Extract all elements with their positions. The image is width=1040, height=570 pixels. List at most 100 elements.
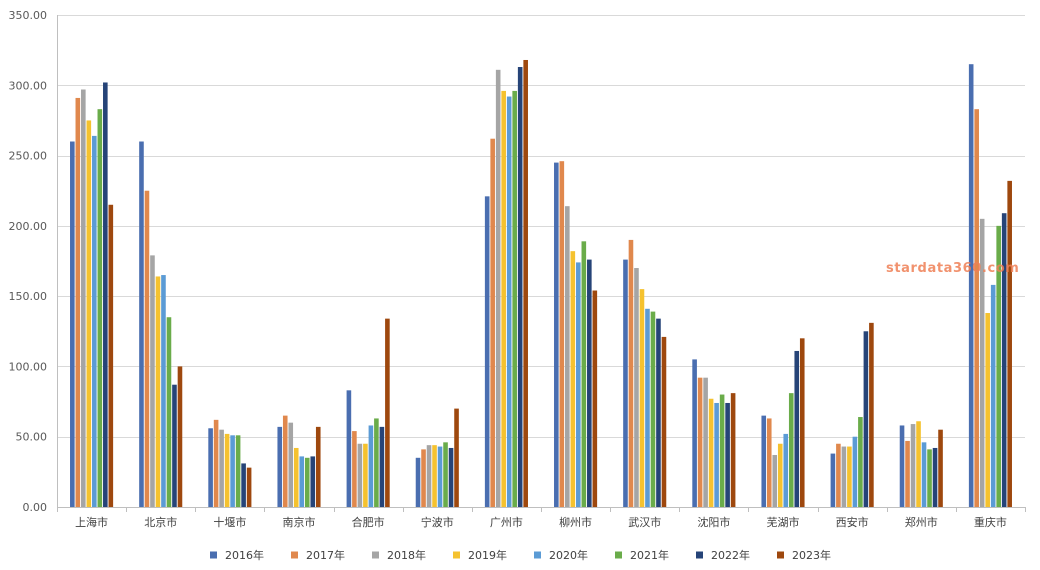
x-tick-label: 武汉市 (628, 515, 661, 529)
bar-series7-cat2 (172, 384, 177, 507)
bar-series5-cat12 (852, 436, 858, 507)
bar-series8-cat8 (592, 290, 598, 507)
bar-series4-cat7 (501, 90, 506, 507)
bar-series1-cat8 (554, 162, 559, 507)
bar-series4-cat4 (293, 447, 299, 507)
bar-series7-cat10 (725, 402, 730, 507)
bar-series6-cat4 (304, 457, 310, 507)
bar-series8-cat10 (730, 393, 736, 507)
bar-series2-cat10 (697, 377, 703, 507)
bar-series3-cat10 (703, 377, 708, 507)
legend-swatch (453, 551, 460, 559)
x-tick-label: 上海市 (75, 515, 108, 529)
legend-label: 2020年 (549, 548, 588, 562)
bar-series5-cat7 (506, 96, 512, 507)
bar-series4-cat9 (639, 289, 645, 507)
bar-series1-cat6 (415, 457, 421, 507)
legend-swatch (777, 551, 784, 559)
bar-series1-cat7 (484, 196, 490, 507)
bar-series6-cat8 (581, 241, 587, 507)
x-tick-label: 西安市 (836, 515, 869, 529)
bar-series8-cat14 (1007, 180, 1012, 508)
bar-series3-cat13 (910, 424, 916, 507)
legend-label: 2022年 (711, 548, 750, 562)
bar-series2-cat2 (144, 190, 150, 507)
x-tick-label: 郑州市 (905, 515, 938, 529)
bar-series4-cat13 (916, 421, 921, 507)
x-axis: 上海市 北京市 十堰市 南京市 合肥市 宁波市 广州市 柳州市 武汉市 沈阳市 芜湖市 西安市 郑州市 重… (57, 507, 1026, 529)
y-tick-label: 0.00 (23, 501, 48, 514)
legend-swatch (615, 551, 622, 559)
legend: 2016年 2017年 2018年 2019年 2020年 2021年 2022年 2023年 (210, 548, 831, 562)
bar-series8-cat6 (454, 408, 459, 507)
bar-series6-cat1 (97, 109, 103, 507)
bar-series2-cat12 (836, 443, 841, 507)
legend-item: 2020年 (534, 548, 588, 562)
bar-series7-cat13 (932, 447, 938, 507)
bar-series8-cat12 (869, 322, 874, 507)
legend-item: 2018年 (372, 548, 426, 562)
bar-series6-cat2 (166, 317, 172, 507)
legend-label: 2017年 (306, 548, 345, 562)
bar-series6-cat3 (235, 435, 241, 507)
gridlines (57, 15, 1025, 438)
x-tick-label: 宁波市 (421, 515, 454, 529)
x-tick-label: 重庆市 (974, 515, 1007, 529)
bar-series4-cat8 (570, 251, 576, 507)
y-tick-label: 300.00 (9, 79, 48, 92)
legend-label: 2021年 (630, 548, 669, 562)
bar-series8-cat5 (385, 318, 390, 507)
bar-series3-cat1 (81, 89, 86, 507)
bar-series1-cat4 (277, 426, 283, 507)
bar-series2-cat5 (352, 431, 357, 507)
bar-series4-cat6 (432, 445, 437, 507)
bar-series6-cat11 (788, 393, 794, 507)
legend-item: 2023年 (777, 548, 831, 562)
bar-series1-cat10 (692, 359, 697, 507)
y-tick-label: 50.00 (16, 431, 48, 444)
bar-series3-cat8 (565, 206, 570, 508)
x-tick-label: 十堰市 (213, 515, 246, 529)
bar-series3-cat7 (495, 69, 501, 507)
bar-series8-cat13 (938, 429, 943, 507)
legend-swatch (696, 551, 703, 559)
y-tick-label: 350.00 (9, 9, 48, 22)
bar-series1-cat14 (968, 64, 974, 507)
bar-series3-cat12 (841, 446, 847, 507)
legend-swatch (372, 551, 379, 559)
bar-series6-cat13 (927, 449, 932, 507)
bar-series2-cat11 (766, 418, 772, 507)
bar-series5-cat10 (714, 402, 719, 507)
bar-series5-cat4 (299, 456, 305, 507)
bar-series8-cat7 (523, 59, 528, 508)
legend-label: 2019年 (468, 548, 507, 562)
legend-item: 2016年 (210, 548, 264, 562)
bar-series7-cat7 (517, 67, 523, 508)
bar-series7-cat14 (1001, 213, 1007, 507)
x-tick-label: 北京市 (144, 515, 177, 529)
bar-series7-cat6 (448, 447, 454, 507)
bar-series5-cat3 (230, 435, 235, 507)
bars (70, 59, 1012, 508)
bar-series3-cat5 (357, 443, 363, 507)
bar-series2-cat1 (75, 97, 81, 508)
bar-series1-cat2 (139, 141, 144, 507)
bar-series6-cat14 (996, 225, 1001, 507)
bar-series7-cat4 (310, 456, 316, 507)
watermark: stardata360.com (886, 261, 1019, 276)
bar-series2-cat4 (282, 415, 288, 507)
legend-item: 2021年 (615, 548, 669, 562)
bar-series2-cat6 (421, 449, 426, 507)
bar-series4-cat1 (86, 120, 92, 507)
bar-series5-cat14 (990, 284, 996, 507)
bar-series7-cat9 (656, 318, 661, 507)
y-tick-label: 250.00 (9, 150, 48, 163)
bar-series6-cat12 (858, 417, 863, 507)
y-axis: 0.00 50.00 100.00 150.00 200.00 250.00 300.00 3… (9, 9, 58, 514)
bar-series1-cat9 (623, 259, 628, 507)
x-tick-label: 芜湖市 (767, 515, 800, 529)
bar-series7-cat3 (241, 463, 246, 507)
bar-series2-cat13 (905, 440, 910, 507)
x-tick-label: 沈阳市 (697, 515, 730, 529)
